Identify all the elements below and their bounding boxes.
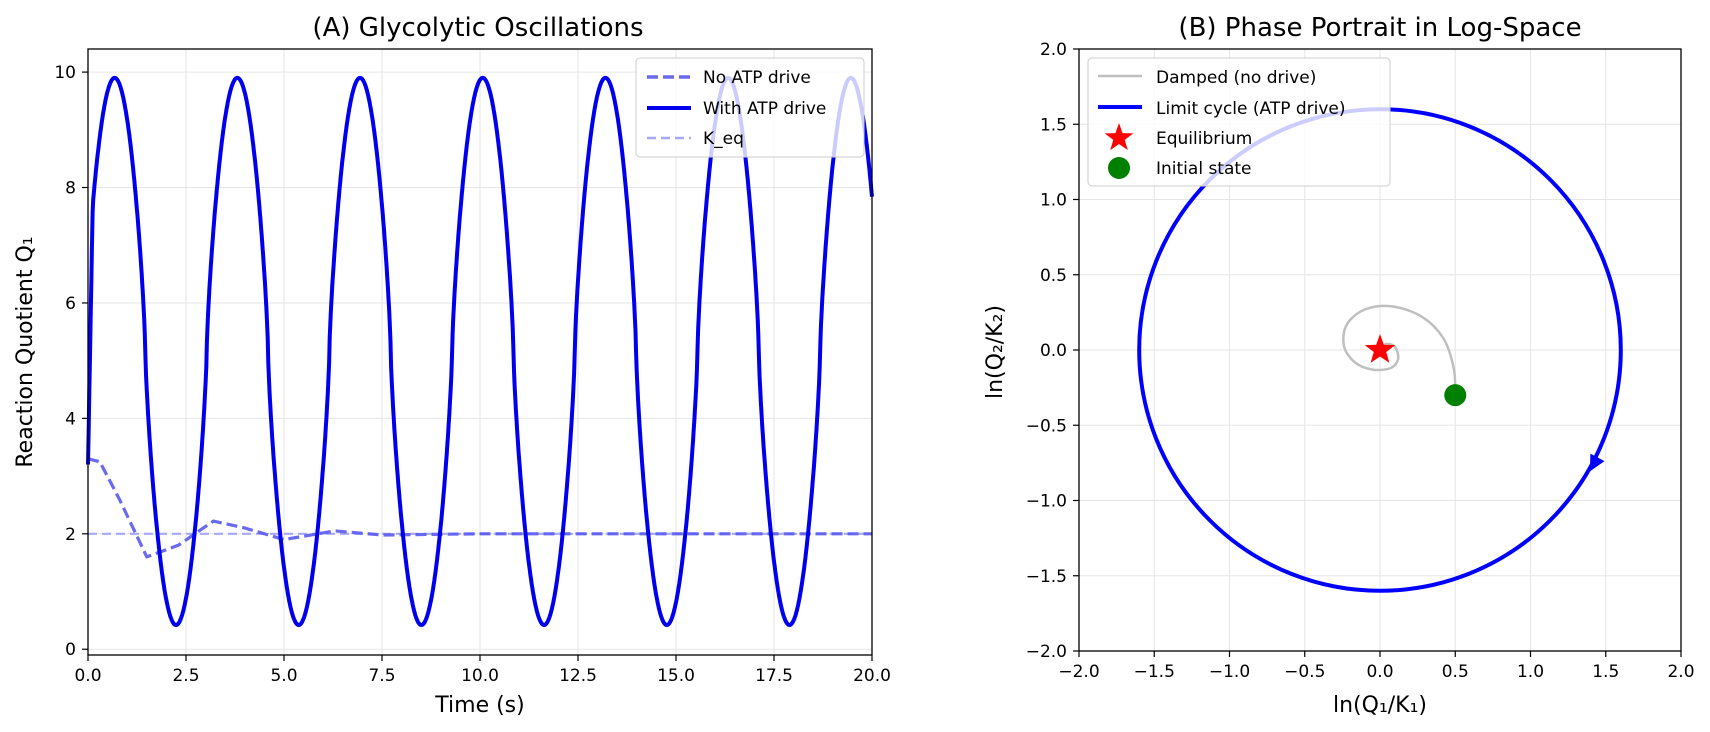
chart-b-xtick-label: 0.0: [1366, 662, 1393, 682]
series-damped-spiral: [1342, 304, 1457, 396]
chart-b-ytick-label: 1.5: [1040, 115, 1067, 135]
chart-a-ylabel: Reaction Quotient Q₁: [13, 236, 38, 467]
chart-b-xtick-label: −1.5: [1134, 662, 1175, 682]
chart-a-ytick-label: 2: [65, 525, 76, 545]
chart-b-legend-box: [1087, 57, 1391, 187]
chart-b-xtick-label: 2.0: [1667, 662, 1694, 682]
legend-label-keq: K_eq: [703, 129, 744, 149]
panel-b: (B) Phase Portrait in Log-Space −2.0 −1.5…: [983, 13, 1695, 718]
chart-b-xtick-label: −1.0: [1209, 662, 1250, 682]
chart-a-xtick-label: 7.5: [368, 666, 395, 686]
chart-b-ytick-label: −2.0: [1026, 642, 1067, 662]
chart-b-xtick-label: −0.5: [1284, 662, 1325, 682]
chart-b-xtick-label: −2.0: [1058, 662, 1099, 682]
chart-b-ytick-label: −0.5: [1026, 416, 1067, 436]
chart-a-xtick-label: 12.5: [559, 666, 597, 686]
marker-initial-state: [1444, 384, 1467, 407]
chart-b-ytick-label: 0.0: [1040, 341, 1067, 361]
chart-b-ytick-label: −1.0: [1026, 492, 1067, 512]
chart-a-xtick-label: 17.5: [755, 666, 793, 686]
legend-label-equilibrium: Equilibrium: [1156, 129, 1252, 149]
chart-a-ytick-label: 6: [65, 294, 76, 314]
chart-a-legend: No ATP drive With ATP drive K_eq: [635, 57, 865, 158]
legend-swatch-equilibrium-star: [1104, 123, 1134, 151]
chart-a-xlabel: Time (s): [434, 693, 524, 718]
chart-b-xtick-label: 1.0: [1517, 662, 1544, 682]
chart-a-ytick-label: 0: [65, 640, 76, 660]
legend-label-with-atp: With ATP drive: [703, 99, 826, 119]
chart-a-ytick-label: 8: [65, 179, 76, 199]
series-no-atp-drive-line: [87, 457, 872, 559]
chart-a-xtick-label: 5.0: [270, 666, 297, 686]
chart-a-ytick-label: 4: [65, 409, 76, 429]
chart-b-ticks: −2.0 −1.5 −1.0 −0.5 0.0 0.5 1.0 1.5 2.0 −2.0 −1.5 −…: [1026, 40, 1695, 682]
legend-label-initial-state: Initial state: [1156, 159, 1252, 179]
marker-equilibrium-star: [1364, 334, 1396, 363]
chart-a-xtick-label: 15.0: [657, 666, 695, 686]
chart-b-ytick-label: 0.5: [1040, 266, 1067, 286]
legend-label-limit-cycle: Limit cycle (ATP drive): [1156, 99, 1346, 119]
limit-cycle-direction-arrow: [1589, 453, 1605, 472]
chart-b-ytick-label: 1.0: [1040, 191, 1067, 211]
chart-a-ticks: 0.0 2.5 5.0 7.5 10.0 12.5 15.0 17.5 20.0 0 2 4 6 8 10: [54, 63, 891, 686]
chart-a-ytick-label: 10: [54, 63, 76, 83]
chart-b-ylabel: ln(Q₂/K₂): [983, 305, 1008, 399]
chart-b-ytick-label: −1.5: [1026, 567, 1067, 587]
chart-a-title: (A) Glycolytic Oscillations: [312, 13, 643, 43]
chart-b-grid: [1078, 48, 1682, 652]
chart-a-xtick-label: 10.0: [461, 666, 499, 686]
legend-swatch-initial-state: [1108, 157, 1130, 179]
legend-label-damped: Damped (no drive): [1156, 68, 1316, 88]
chart-b-xtick-label: 1.5: [1592, 662, 1619, 682]
chart-b-xlabel: ln(Q₁/K₁): [1333, 693, 1427, 718]
chart-b-ytick-label: 2.0: [1040, 40, 1067, 60]
chart-b-legend: Damped (no drive) Limit cycle (ATP drive…: [1087, 57, 1391, 187]
legend-label-no-atp: No ATP drive: [703, 68, 811, 88]
chart-a-legend-box: [635, 57, 865, 158]
chart-a-xtick-label: 20.0: [853, 666, 891, 686]
panel-a: (A) Glycolytic Oscillations 0.0 2.5 5.0 7.5…: [13, 13, 891, 718]
chart-b-xtick-label: 0.5: [1442, 662, 1469, 682]
chart-a-xtick-label: 0.0: [74, 666, 101, 686]
chart-b-title: (B) Phase Portrait in Log-Space: [1178, 13, 1581, 43]
chart-a-xtick-label: 2.5: [172, 666, 199, 686]
